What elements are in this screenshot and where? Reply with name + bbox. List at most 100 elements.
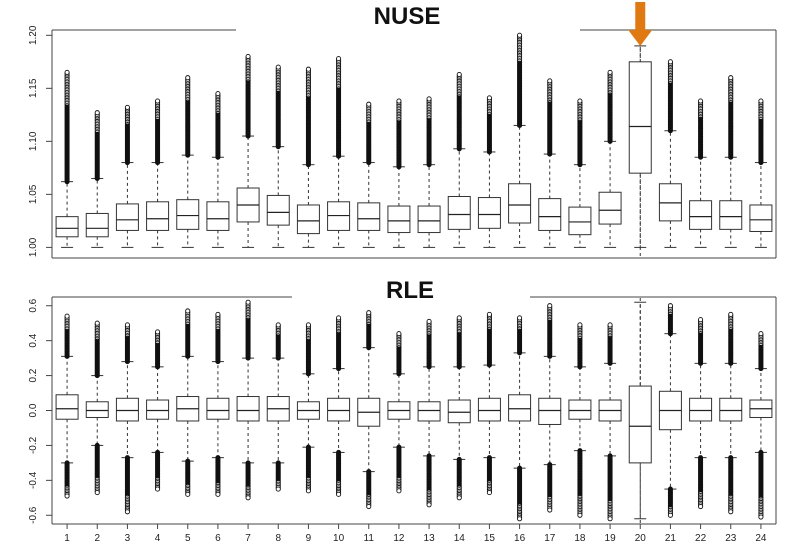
outlier-upper — [426, 318, 432, 324]
outlier-upper — [124, 104, 130, 110]
outlier-upper — [758, 331, 764, 337]
box-iqr — [387, 205, 411, 234]
outlier-upper — [245, 53, 251, 60]
box-iqr — [538, 397, 562, 425]
box-iqr — [477, 197, 501, 229]
rle-xtick-label: 14 — [454, 533, 466, 544]
outlier-upper — [667, 303, 673, 309]
nuse-ytick-label: 1.15 — [28, 78, 39, 98]
rle-xtick-label: 22 — [695, 533, 707, 544]
outlier-upper — [486, 311, 492, 318]
outlier-lower — [486, 490, 492, 496]
box-iqr — [508, 394, 532, 422]
nuse-box-4 — [146, 98, 170, 248]
rle-box-7 — [236, 299, 260, 501]
rle-box-9 — [296, 322, 320, 494]
outlier-upper — [336, 56, 342, 62]
rle-box-12 — [387, 331, 411, 494]
rle-box-23 — [719, 311, 743, 515]
outlier-lower — [426, 502, 432, 508]
box-iqr — [55, 394, 79, 420]
rle-box-2 — [85, 320, 109, 496]
nuse-box-23 — [719, 75, 743, 248]
nuse-ytick-label: 1.00 — [28, 237, 39, 257]
rle-xtick-label: 24 — [755, 533, 767, 544]
nuse-ytick-label: 1.20 — [28, 25, 39, 45]
rle-box-15 — [477, 311, 501, 496]
outlier-upper — [456, 315, 462, 321]
rle-box-14 — [447, 315, 471, 501]
nuse-box-20 — [628, 45, 652, 248]
box-iqr — [568, 399, 592, 420]
rle-box-3 — [115, 322, 139, 515]
nuse-box-12 — [387, 98, 411, 248]
outlier-upper — [275, 322, 281, 328]
outlier-upper — [577, 322, 583, 328]
rle-box-17 — [538, 303, 562, 513]
rle-xtick-label: 5 — [185, 533, 191, 544]
outlier-upper — [698, 98, 704, 104]
nuse-box-22 — [689, 98, 713, 248]
nuse-box-2 — [85, 110, 109, 248]
box-iqr — [176, 199, 200, 230]
rle-xtick-label: 12 — [393, 533, 405, 544]
arrow-shaft — [635, 2, 646, 32]
box-iqr — [417, 205, 441, 234]
box-iqr — [628, 61, 652, 174]
outlier-lower — [64, 493, 70, 499]
rle-xtick-label: 2 — [94, 533, 100, 544]
outlier-upper — [94, 110, 100, 116]
outlier-upper — [275, 64, 281, 70]
nuse-ytick-label: 1.10 — [28, 131, 39, 151]
box-iqr — [598, 191, 622, 225]
rle-box-22 — [689, 317, 713, 510]
outlier-upper — [667, 59, 673, 65]
nuse-box-15 — [477, 95, 501, 248]
rle-ytick-label: 0.6 — [28, 298, 39, 312]
outlier-upper — [607, 322, 613, 328]
outlier-lower — [547, 507, 553, 513]
outlier-upper — [758, 98, 764, 104]
nuse-box-9 — [296, 66, 320, 248]
outlier-upper — [305, 322, 311, 328]
outlier-lower — [366, 503, 372, 510]
outlier-lower — [577, 512, 583, 518]
outlier-upper — [185, 75, 191, 81]
outlier-upper — [305, 66, 311, 72]
outlier-upper — [517, 315, 523, 321]
outlier-lower — [215, 491, 221, 497]
outlier-upper — [155, 98, 161, 104]
highlight-arrow-icon — [628, 2, 653, 46]
outlier-upper — [728, 311, 734, 318]
box-iqr — [689, 397, 713, 422]
rle-box-20 — [628, 301, 652, 520]
rle-xtick-label: 18 — [574, 533, 586, 544]
rle-panel: RLE -0.6-0.4-0.20.00.20.40.61 2 3 4 5 6 7 8 9 10 1… — [28, 277, 777, 544]
rle-xtick-label: 21 — [665, 533, 677, 544]
arrow-head — [628, 30, 653, 46]
nuse-box-18 — [568, 98, 592, 248]
outlier-upper — [215, 91, 221, 97]
nuse-box-17 — [538, 78, 562, 248]
rle-ytick-label: 0.0 — [28, 403, 39, 417]
outlier-lower — [336, 491, 342, 497]
rle-xtick-label: 16 — [514, 533, 526, 544]
rle-box-6 — [206, 311, 230, 497]
nuse-box-16 — [508, 32, 532, 248]
box-iqr — [538, 198, 562, 231]
box-iqr — [236, 396, 260, 422]
outlier-lower — [758, 514, 764, 520]
box-iqr — [327, 397, 351, 422]
outlier-lower — [396, 488, 402, 494]
rle-xtick-label: 17 — [544, 533, 556, 544]
box-iqr — [115, 203, 139, 231]
box-iqr — [447, 195, 471, 230]
box-iqr — [85, 212, 109, 238]
outlier-upper — [547, 78, 553, 84]
outlier-upper — [517, 32, 523, 38]
outlier-lower — [728, 509, 734, 515]
outlier-upper — [607, 69, 613, 75]
nuse-box-10 — [327, 56, 351, 248]
outlier-upper — [366, 310, 372, 316]
